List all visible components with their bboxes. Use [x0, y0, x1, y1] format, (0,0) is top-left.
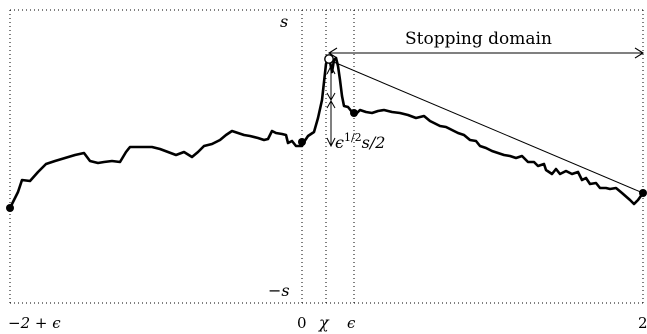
- half-height-arrowhead-top: [326, 64, 336, 75]
- left-endpoint-marker: [6, 204, 14, 212]
- half-height-arrow: [326, 64, 336, 148]
- half-height-tick-lower: [326, 99, 336, 109]
- epsilon-half-label: ϵ1/2s/2: [335, 131, 385, 152]
- epsilon-marker: [350, 109, 358, 117]
- epsilon-half-exponent: 1/2: [344, 131, 362, 144]
- s-bottom-label: −s: [268, 281, 290, 300]
- peak-open-marker: [324, 54, 334, 64]
- stopping-domain-label: Stopping domain: [405, 29, 552, 49]
- zero-marker: [298, 138, 306, 146]
- stopping-domain-arrow: [327, 47, 645, 59]
- random-walk-path: [8, 56, 645, 209]
- dotted-frame: [9, 9, 644, 304]
- x-eps-label: ϵ: [347, 314, 356, 332]
- stopping-domain-arrowhead-right: [634, 47, 645, 59]
- x-left-label: −2 + ϵ: [8, 314, 61, 332]
- s-top-label: s: [280, 12, 288, 31]
- half-height-arrowhead-bottom: [326, 137, 336, 148]
- right-endpoint-marker: [639, 189, 647, 197]
- epsilon-half-tail: s/2: [362, 133, 386, 152]
- x-chi-label: χ: [318, 313, 330, 332]
- stopping-chord-line: [328, 59, 644, 194]
- stopping-domain-arrowhead-left: [327, 47, 338, 59]
- epsilon-half-base: ϵ: [335, 133, 344, 152]
- x-zero-label: 0: [297, 314, 307, 332]
- x-right-label: 2: [638, 314, 647, 332]
